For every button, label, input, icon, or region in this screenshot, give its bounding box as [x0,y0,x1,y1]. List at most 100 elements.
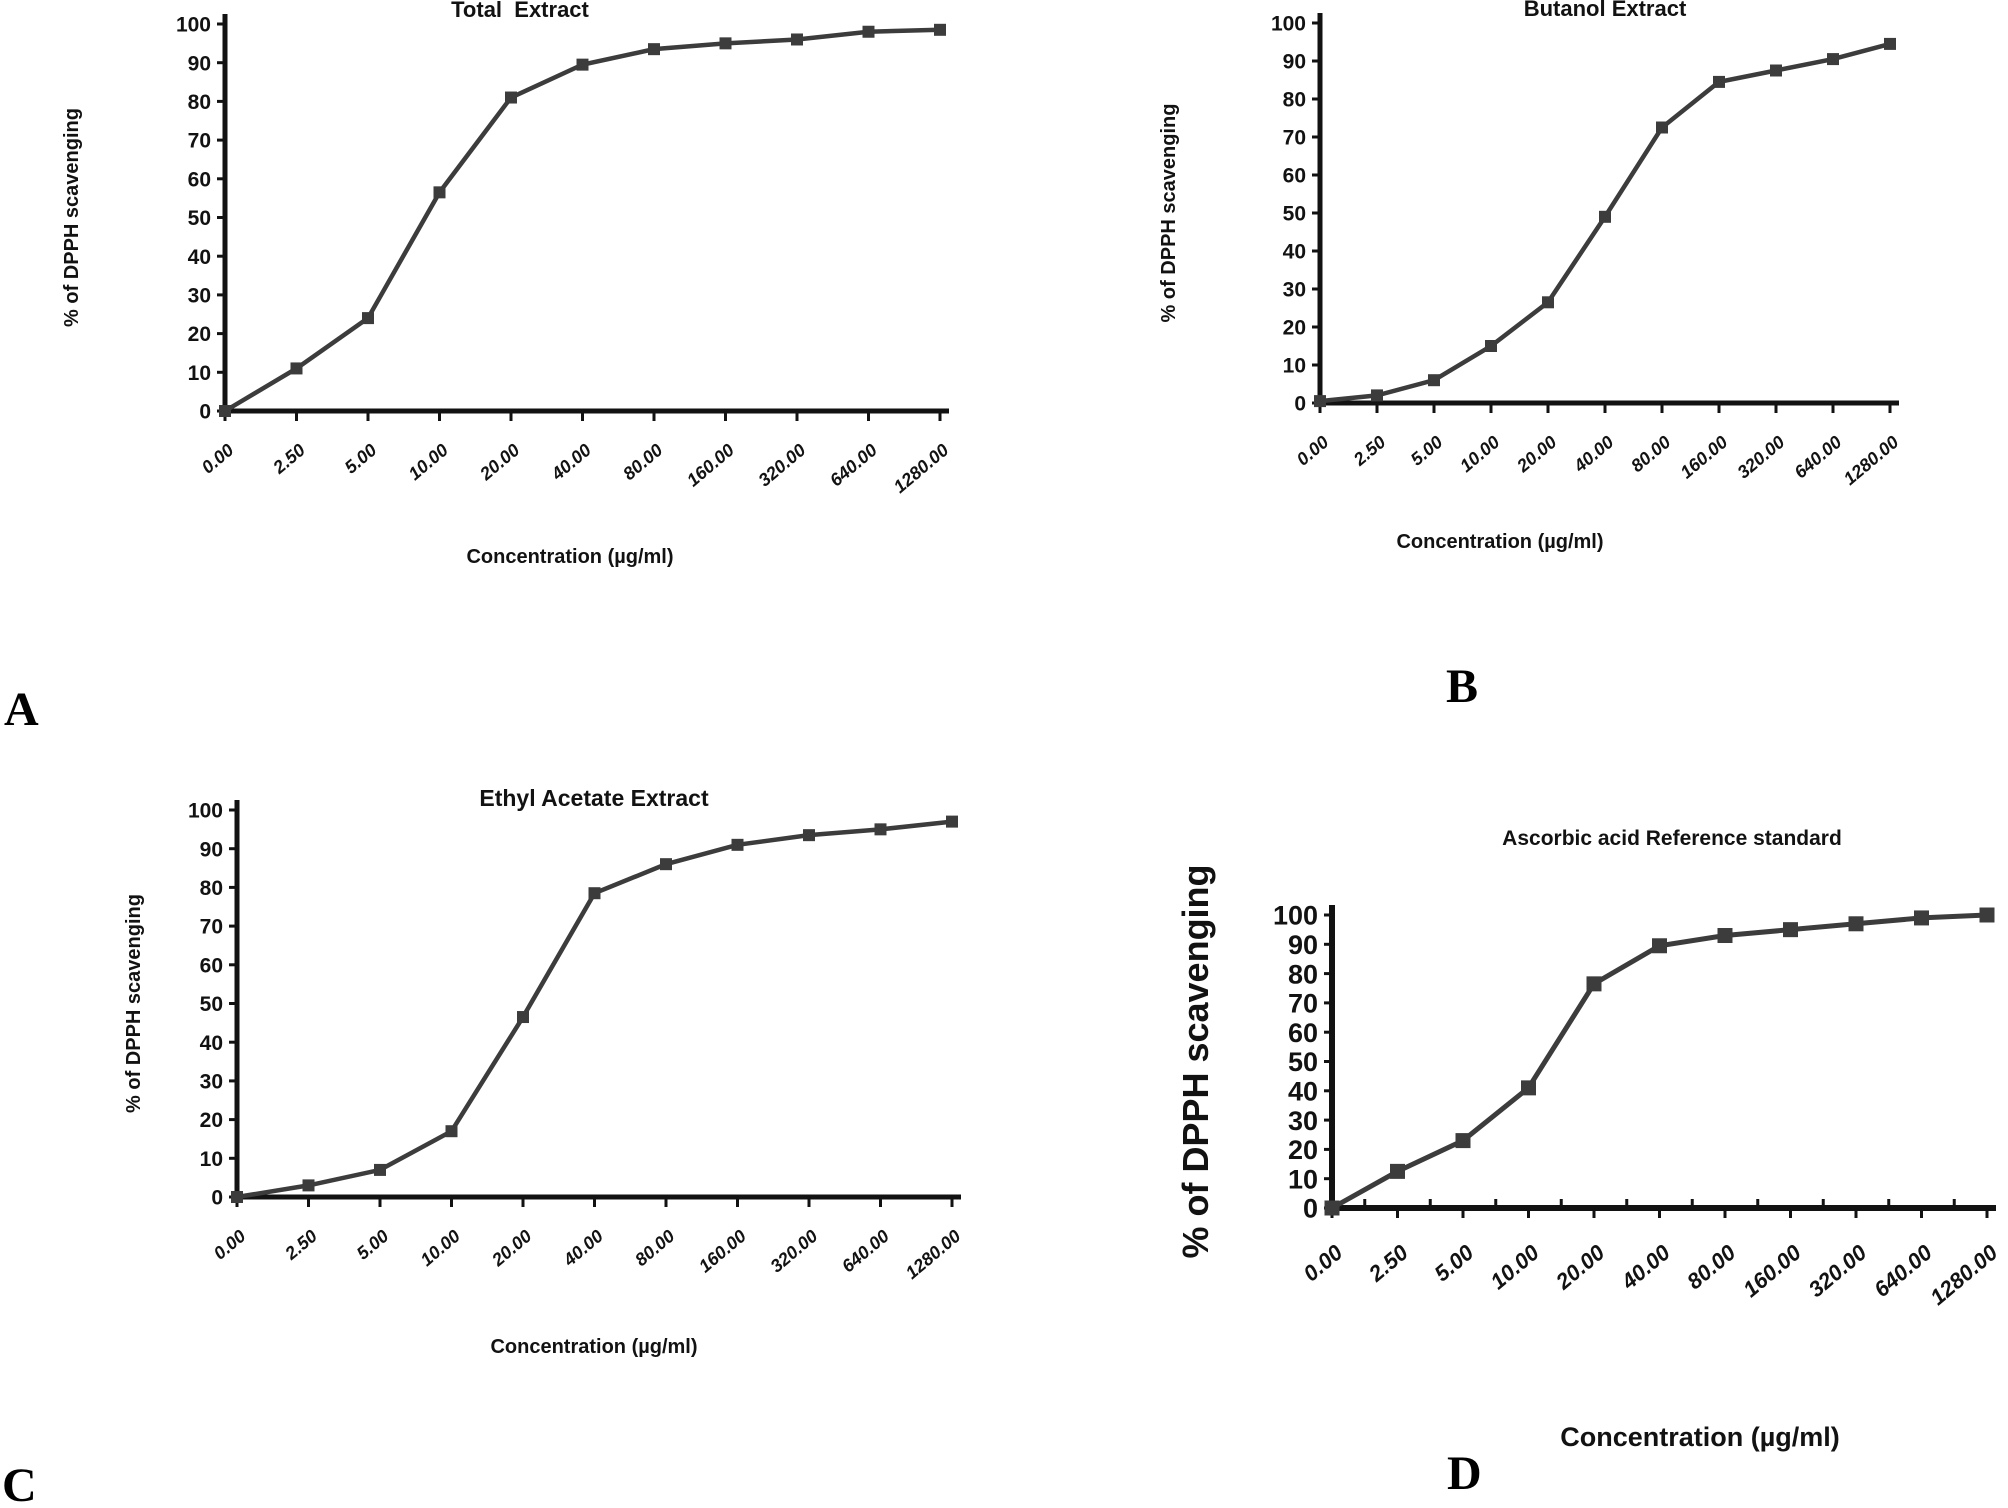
y-tick-label: 10 [1288,1164,1318,1194]
y-tick-label: 80 [200,877,223,900]
x-tick-label: 0.00 [210,1226,250,1264]
chart-ethyl-acetate-extract: 0 10 20 30 40 50 60 70 80 90 100 0.00 2.50 5.00 10.00 2… [123,785,965,1358]
y-tick-label: 40 [1288,1077,1318,1107]
y-tick-label: 0 [211,1187,223,1210]
x-tick-label: 80.00 [1627,432,1674,476]
y-tick-label: 20 [1288,1135,1318,1165]
y-tick-label: 20 [1283,317,1306,340]
panel-label-d: D [1447,1447,1482,1500]
panel-label-b: B [1446,660,1479,713]
x-tick-label: 1280.00 [890,440,953,497]
x-tick-label: 1280.00 [1925,1239,2003,1310]
panel-label-c: C [2,1459,37,1508]
x-axis-title: Concentration (µg/ml) [1396,531,1603,553]
y-tick-label: 70 [188,130,211,153]
y-tick-label: 10 [188,362,211,385]
data-point-marker [731,838,744,851]
x-tick-label: 160.00 [683,440,738,491]
x-tick-label: 2.50 [281,1226,321,1264]
y-tick-label: 30 [200,1070,223,1093]
y-tick-label: 60 [1283,165,1306,188]
x-tick-label: 0.00 [1298,1239,1347,1286]
y-axis-title: % of DPPH scavenging [61,108,83,327]
data-point-marker [505,91,517,104]
x-tick-label: 640.00 [826,440,881,491]
x-tick-label: 10.00 [405,440,452,484]
data-point-marker [1713,75,1725,88]
chart-title: Ethyl Acetate Extract [479,785,709,811]
data-point-marker [1652,938,1667,954]
x-tick-label: 320.00 [1804,1239,1872,1302]
y-tick-label: 50 [1288,1047,1318,1077]
x-tick-label: 10.00 [417,1226,464,1270]
data-line [1330,912,1988,1211]
data-point-marker [1884,37,1896,50]
y-tick-label: 40 [188,246,211,269]
y-tick-label: 80 [1288,959,1318,989]
x-tick-label: 5.00 [1429,1239,1478,1286]
chart-butanol-extract: 0 10 20 30 40 50 60 70 80 90 100 0.00 2.50 5.00 10.00 2… [1158,0,1903,553]
data-point-marker [862,25,875,38]
data-point-marker [1848,916,1864,932]
x-tick-label: 2.50 [1363,1239,1413,1287]
y-tick-label: 90 [188,52,211,75]
data-point-marker [874,823,887,836]
x-tick-label: 640.00 [1790,432,1845,483]
y-tick-label: 0 [1303,1194,1318,1224]
y-tick-label: 10 [1283,355,1306,378]
data-point-marker [791,33,803,46]
data-point-marker [648,43,660,56]
y-tick-label: 50 [200,993,223,1016]
data-point-marker [1586,976,1602,992]
data-point-marker [1717,928,1733,944]
data-line [236,819,953,1200]
y-tick-label: 30 [1283,279,1306,302]
y-tick-label: 0 [199,401,211,424]
data-point-marker [290,362,303,375]
chart-title: Ascorbic acid Reference standard [1502,827,1842,850]
data-point-marker [1599,210,1611,223]
y-tick-label: 100 [1273,901,1318,931]
data-point-marker [231,1191,243,1203]
y-tick-label: 100 [176,14,211,37]
x-tick-label: 1280.00 [902,1226,965,1283]
y-tick-label: 60 [1288,1018,1318,1048]
x-axis-title: Concentration (µg/ml) [490,1336,697,1358]
data-point-marker [445,1125,458,1138]
x-tick-label: 1280.00 [1840,432,1903,489]
y-tick-label: 70 [200,916,223,939]
y-tick-label: 30 [1288,1106,1318,1136]
y-axis-title: % of DPPH scavenging [1158,104,1180,323]
data-point-marker [1428,374,1440,387]
x-tick-label: 20.00 [1550,1239,1610,1295]
data-point-marker [1485,340,1497,352]
chart-title: Total Extract [451,0,589,22]
data-point-marker [1390,1163,1405,1179]
data-point-marker [1656,121,1668,134]
x-tick-label: 20.00 [1512,432,1560,477]
x-tick-label: 80.00 [1682,1239,1741,1294]
y-tick-label: 70 [1283,127,1306,150]
data-point-marker [1770,64,1782,77]
data-point-marker [302,1179,315,1192]
y-tick-label: 50 [1283,203,1306,226]
data-point-marker [1324,1200,1340,1216]
y-tick-label: 20 [188,323,211,346]
x-tick-label: 160.00 [1738,1239,1806,1302]
x-tick-label: 320.00 [766,1226,821,1277]
x-axis-title: Concentration (µg/ml) [1560,1422,1840,1452]
x-tick-label: 160.00 [695,1226,750,1277]
data-point-marker [576,58,589,71]
data-point-marker [803,829,815,842]
y-tick-label: 40 [1283,241,1306,264]
data-point-marker [946,815,958,828]
x-tick-label: 40.00 [547,440,595,485]
y-tick-label: 90 [200,838,223,861]
y-tick-label: 40 [200,1032,223,1055]
chart-total-extract: 0 10 20 30 40 50 60 70 80 90 100 0.00 2.50 5.00 10.00 2… [61,0,953,568]
data-point-marker [660,858,672,871]
x-tick-label: 20.00 [475,440,523,485]
y-tick-label: 100 [1271,13,1306,36]
x-tick-label: 2.50 [269,440,309,478]
